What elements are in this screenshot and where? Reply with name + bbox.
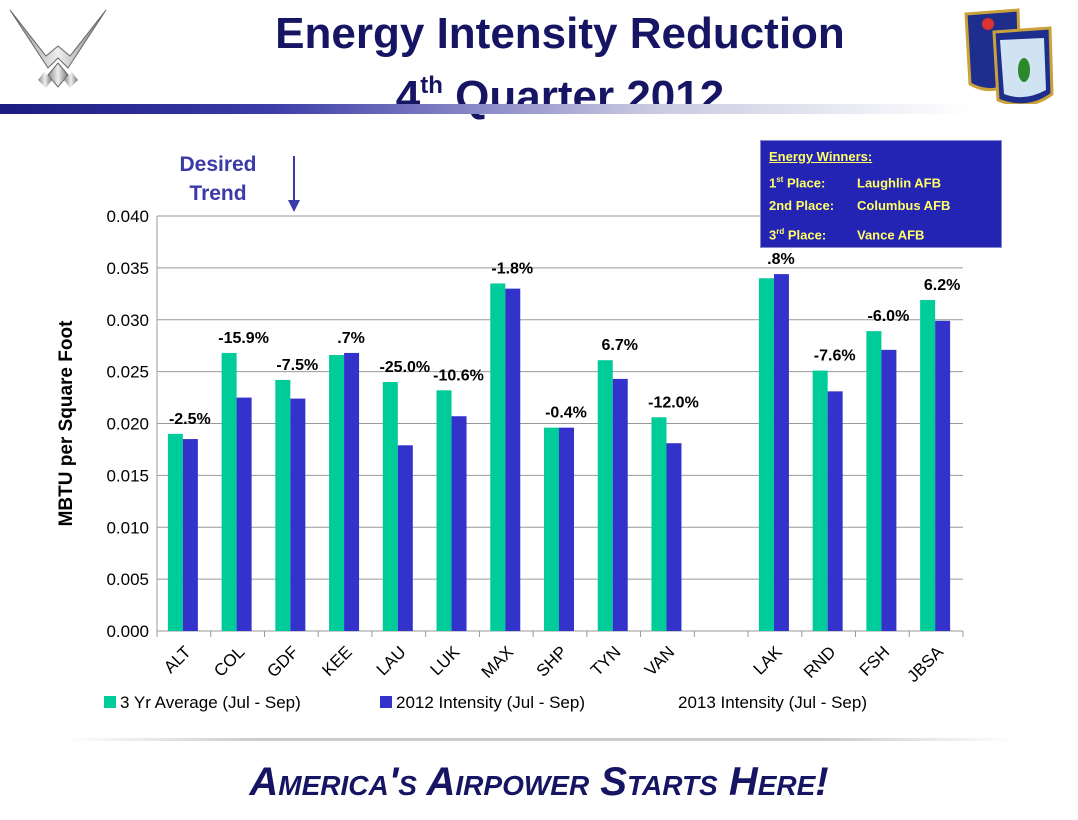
desired-trend-label: Desired Trend bbox=[179, 153, 257, 205]
bar-3yr-avg bbox=[490, 283, 506, 631]
place-label: Place: bbox=[792, 198, 835, 213]
x-tick-label: LUK bbox=[427, 642, 464, 679]
place-suffix: st bbox=[776, 175, 784, 184]
bar-3yr-avg bbox=[920, 300, 936, 631]
data-label: 6.7% bbox=[601, 337, 637, 354]
bar-2012 bbox=[397, 445, 413, 631]
bar-3yr-avg bbox=[758, 278, 774, 631]
winner-base: Vance AFB bbox=[857, 227, 925, 243]
data-label: -1.8% bbox=[491, 260, 533, 277]
down-arrow-head-icon bbox=[288, 200, 300, 212]
legend-swatch bbox=[104, 696, 116, 708]
bar-3yr-avg bbox=[812, 370, 828, 631]
y-tick-label: 0.025 bbox=[106, 363, 149, 382]
x-tick-label: TYN bbox=[587, 642, 624, 679]
bar-2012 bbox=[881, 349, 897, 631]
winner-row: 2nd Place: Columbus AFB bbox=[769, 193, 993, 219]
x-tick-label: LAK bbox=[750, 642, 787, 679]
data-label: -2.5% bbox=[169, 411, 211, 428]
bar-2012 bbox=[290, 398, 306, 631]
data-label: -7.6% bbox=[814, 348, 856, 365]
slide-title: Energy Intensity Reduction bbox=[275, 9, 845, 58]
bar-chart: 0.000 0.005 0.010 0.015 0.020 0.025 0.030 0.035… bbox=[56, 156, 964, 712]
y-tick-label: 0.000 bbox=[106, 622, 149, 641]
winners-heading: Energy Winners: bbox=[769, 149, 873, 164]
bar-2012 bbox=[451, 416, 467, 631]
footer-slogan: America's Airpower Starts Here! bbox=[249, 760, 829, 804]
bar-3yr-avg bbox=[866, 331, 882, 631]
winner-base: Columbus AFB bbox=[857, 198, 951, 213]
data-label: -15.9% bbox=[218, 330, 269, 347]
header-divider bbox=[0, 104, 1078, 114]
y-tick-label: 0.015 bbox=[106, 466, 149, 485]
x-tick-label: FSH bbox=[856, 642, 893, 679]
bar-3yr-avg bbox=[597, 360, 613, 631]
data-label: .7% bbox=[337, 330, 365, 347]
data-label: 6.2% bbox=[924, 277, 960, 294]
data-label: -12.0% bbox=[648, 394, 699, 411]
data-label: -7.5% bbox=[276, 357, 318, 374]
bar-3yr-avg bbox=[329, 355, 345, 631]
bar-3yr-avg bbox=[544, 427, 559, 631]
bar-2012 bbox=[559, 427, 574, 631]
data-label: -6.0% bbox=[868, 308, 910, 325]
footer-divider bbox=[65, 738, 1015, 741]
x-tick-label: RND bbox=[800, 642, 839, 681]
winner-row: 1st Place: Laughlin AFB bbox=[769, 167, 993, 193]
place-number: 2nd bbox=[769, 198, 793, 213]
data-label: .8% bbox=[767, 251, 795, 268]
place-label: Place: bbox=[784, 227, 827, 243]
y-axis-label: MBTU per Square Foot bbox=[56, 320, 77, 527]
bar-2012 bbox=[612, 378, 628, 631]
bar-3yr-avg bbox=[167, 433, 183, 631]
x-tick-label: KEE bbox=[318, 642, 355, 679]
x-tick-label: ALT bbox=[160, 642, 195, 677]
bar-3yr-avg bbox=[275, 379, 291, 631]
legend-swatch bbox=[380, 696, 392, 708]
legend-label: 2012 Intensity (Jul - Sep) bbox=[396, 693, 585, 712]
winner-row: 3rd Place: Vance AFB bbox=[769, 219, 993, 245]
x-tick-label: SHP bbox=[533, 642, 571, 680]
quarter-suffix: th bbox=[420, 72, 443, 99]
place-label: Place: bbox=[783, 175, 826, 191]
air-force-wings-logo bbox=[9, 9, 107, 88]
y-tick-label: 0.040 bbox=[106, 207, 149, 226]
x-tick-label: COL bbox=[210, 642, 248, 680]
legend-label: 2013 Intensity (Jul - Sep) bbox=[678, 693, 867, 712]
y-tick-label: 0.010 bbox=[106, 518, 149, 537]
x-tick-label: VAN bbox=[641, 642, 678, 679]
bar-2012 bbox=[182, 439, 198, 631]
bar-3yr-avg bbox=[651, 417, 667, 631]
winner-base: Laughlin AFB bbox=[857, 175, 942, 191]
bar-3yr-avg bbox=[436, 390, 452, 631]
x-tick-label: GDF bbox=[263, 642, 302, 681]
x-tick-label: MAX bbox=[478, 642, 517, 681]
y-tick-label: 0.020 bbox=[106, 415, 149, 434]
training-wing-shield-logo bbox=[964, 8, 1054, 107]
place-number: 1 bbox=[769, 175, 777, 191]
bar-3yr-avg bbox=[221, 352, 237, 631]
energy-winners-box: Energy Winners: 1st Place: Laughlin AFB 2… bbox=[760, 140, 1002, 248]
bar-2012 bbox=[505, 288, 521, 631]
bar-2012 bbox=[236, 397, 252, 631]
bar-2012 bbox=[666, 443, 682, 631]
bar-2012 bbox=[344, 352, 360, 631]
y-tick-label: 0.035 bbox=[106, 259, 149, 278]
data-label: -0.4% bbox=[545, 405, 587, 422]
place-suffix: rd bbox=[776, 227, 785, 236]
bar-2012 bbox=[935, 320, 951, 631]
x-tick-label: LAU bbox=[373, 642, 410, 679]
x-tick-label: JBSA bbox=[903, 642, 947, 686]
bar-2012 bbox=[827, 391, 843, 631]
place-number: 3 bbox=[769, 227, 777, 243]
y-tick-label: 0.030 bbox=[106, 311, 149, 330]
bar-3yr-avg bbox=[382, 382, 398, 631]
data-label: -10.6% bbox=[433, 367, 484, 384]
data-label: -25.0% bbox=[379, 359, 430, 376]
legend-label: 3 Yr Average (Jul - Sep) bbox=[120, 693, 301, 712]
y-tick-label: 0.005 bbox=[106, 570, 149, 589]
bar-2012 bbox=[773, 274, 789, 631]
